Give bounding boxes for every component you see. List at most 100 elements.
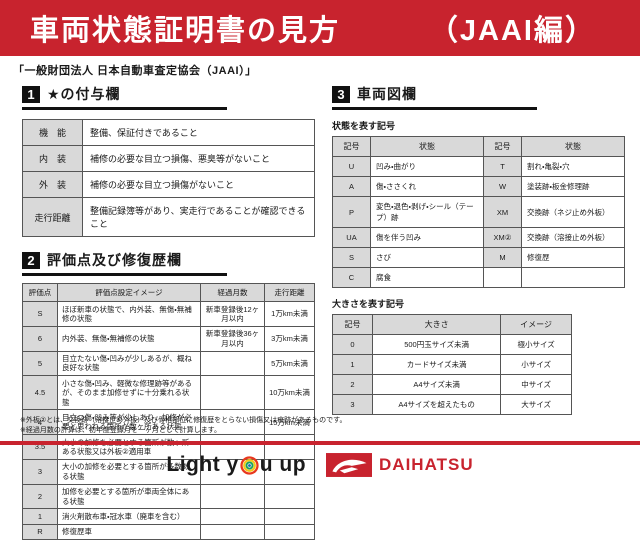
distance-cell: 1万km未満: [264, 301, 315, 327]
symbol-cell: 3: [332, 394, 373, 415]
size-cell: A4サイズ未満: [371, 374, 502, 395]
table-header-row: 記号 状態 記号 状態: [332, 136, 625, 157]
right-column: 3 車両図欄 状態を表す記号 記号 状態 記号 状態 U 凹み・曲がり T 割れ…: [332, 84, 625, 415]
distance-cell: 3万km未満: [264, 325, 315, 352]
state-cell: 交換跡（溶接止め外板）: [521, 227, 625, 248]
state-cell: [521, 267, 625, 288]
months-cell: [200, 483, 265, 510]
table-row: 0 500円玉サイズ未満 極小サイズ: [332, 334, 572, 355]
symbol-cell: T: [483, 156, 522, 177]
score-cell: 1: [22, 508, 58, 525]
table-row: P 変色・退色・剥げ・シール（テープ）跡 XM 交換跡（ネジ止め外板）: [332, 196, 625, 228]
months-cell: 新車登録後36ヶ月以内: [200, 325, 265, 352]
col-header: 状態: [521, 136, 625, 157]
section3-number-badge: 3: [332, 85, 350, 103]
section2-title: 評価点及び修復歴欄: [47, 252, 182, 268]
months-cell: [200, 350, 265, 377]
desc-cell: 小さな傷・凹み、軽微な修理跡等があるが、そのまま加修せずに十分乗れる状態: [57, 375, 201, 411]
symbol-cell: UA: [332, 227, 371, 248]
table-header-row: 記号 大きさ イメージ: [332, 314, 572, 335]
symbol-cell: M: [483, 247, 522, 268]
distance-cell: 10万km未満: [264, 375, 315, 411]
section2-number-badge: 2: [22, 251, 40, 269]
footnotes: ※外板②とは、交換跡（溶接止め外板）及び骨格部位に修復歴をとらない損傷又は痕跡が…: [20, 416, 346, 436]
state-cell: 修復歴: [521, 247, 625, 268]
title-banner: 車両状態証明書の見方 （JAAI編）: [0, 0, 640, 56]
symbol-cell: A: [332, 176, 371, 197]
col-header: 大きさ: [371, 314, 502, 335]
symbol-cell: 2: [332, 374, 373, 395]
col-header: 記号: [332, 136, 371, 157]
state-cell: 割れ・亀裂・穴: [521, 156, 625, 177]
table-row: U 凹み・曲がり T 割れ・亀裂・穴: [332, 156, 625, 177]
daihatsu-brand: DAIHATSU: [326, 452, 474, 477]
distance-cell: 5万km未満: [264, 350, 315, 377]
col-header: 評価点: [22, 283, 58, 302]
size-symbols-caption: 大きさを表す記号: [332, 299, 405, 309]
col-header: 記号: [483, 136, 522, 157]
section1-number-badge: 1: [22, 85, 40, 103]
evaluation-score-table: 評価点 評価点設定イメージ 経過月数 走行距離 S ほぼ新車の状態で、内外装、無…: [22, 283, 315, 540]
size-symbols-table: 記号 大きさ イメージ 0 500円玉サイズ未満 極小サイズ 1 カードサイズ未…: [332, 314, 572, 415]
page-title-edition: （JAAI編）: [428, 15, 596, 47]
light-you-up-o-icon: [240, 456, 259, 475]
table-row: C 腐食: [332, 267, 625, 288]
section3-title: 車両図欄: [357, 86, 417, 102]
score-cell: 4.5: [22, 375, 58, 411]
symbol-cell: 0: [332, 334, 373, 355]
size-cell: 500円玉サイズ未満: [371, 334, 502, 355]
col-header: 記号: [332, 314, 373, 335]
months-cell: [200, 523, 265, 540]
symbol-cell: S: [332, 247, 371, 268]
table-row: 1 消火剤散布車・冠水車（廃車を含む）: [22, 508, 315, 525]
state-cell: 凹み・曲がり: [370, 156, 484, 177]
symbol-cell: U: [332, 156, 371, 177]
brand-name: DAIHATSU: [379, 454, 474, 474]
symbol-cell: [483, 267, 522, 288]
state-cell: 傷を伴う凹み: [370, 227, 484, 248]
months-cell: [200, 409, 265, 436]
table-row: R 修復歴車: [22, 523, 315, 540]
table-row: 6 内外装、無傷・無補修の状態 新車登録後36ヶ月以内 3万km未満: [22, 325, 315, 352]
footer: Light y u up DAIHATSU: [0, 449, 640, 480]
criteria-desc: 整備、保証付きであること: [82, 119, 315, 146]
desc-cell: 目立たない傷・凹みが少しあるが、概ね良好な状態: [57, 350, 201, 377]
daihatsu-logo-icon: [326, 452, 373, 477]
star-criteria-table: 機 能 整備、保証付きであること 内 装 補修の必要な目立つ損傷、悪臭等がないこ…: [22, 119, 315, 237]
divider-red-line: [0, 441, 640, 445]
section1-title: ★の付与欄: [47, 86, 121, 102]
desc-cell: 内外装、無傷・無補修の状態: [57, 325, 201, 352]
footnote-line: ※外板②とは、交換跡（溶接止め外板）及び骨格部位に修復歴をとらない損傷又は痕跡が…: [20, 417, 347, 424]
criteria-desc: 補修の必要な目立つ損傷、悪臭等がないこと: [82, 145, 315, 172]
months-cell: [200, 434, 265, 460]
desc-cell: ほぼ新車の状態で、内外装、無傷・無補修の状態: [57, 301, 201, 327]
criteria-label: 走行距離: [22, 197, 83, 237]
image-cell: 中サイズ: [500, 374, 572, 395]
months-cell: 新車登録後12ヶ月以内: [200, 301, 265, 327]
state-cell: 傷・ささくれ: [370, 176, 484, 197]
table-row: 4.5 小さな傷・凹み、軽微な修理跡等があるが、そのまま加修せずに十分乗れる状態…: [22, 375, 315, 411]
image-cell: 小サイズ: [500, 354, 572, 375]
symbol-cell: XM: [483, 196, 522, 228]
size-cell: カードサイズ未満: [371, 354, 502, 375]
months-cell: [200, 375, 265, 411]
criteria-desc: 補修の必要な目立つ損傷がないこと: [82, 171, 315, 198]
light-you-up-slogan: Light y u up: [166, 453, 306, 477]
state-cell: さび: [370, 247, 484, 268]
symbol-cell: P: [332, 196, 371, 228]
image-cell: 極小サイズ: [500, 334, 572, 355]
score-cell: 6: [22, 325, 58, 352]
size-cell: A4サイズを超えたもの: [371, 394, 502, 415]
table-row: 3 A4サイズを超えたもの 大サイズ: [332, 394, 572, 415]
symbol-cell: C: [332, 267, 371, 288]
section2-header: 2 評価点及び修復歴欄: [22, 250, 227, 276]
desc-cell: 修復歴車: [57, 523, 201, 540]
organization-subtitle: 「一般財団法人 日本自動車査定協会（JAAI）」: [13, 65, 257, 77]
table-row: S さび M 修復歴: [332, 247, 625, 268]
score-cell: 5: [22, 350, 58, 377]
section1-header: 1 ★の付与欄: [22, 84, 227, 110]
criteria-label: 外 装: [22, 171, 83, 198]
table-row: 1 カードサイズ未満 小サイズ: [332, 354, 572, 375]
image-cell: 大サイズ: [500, 394, 572, 415]
table-row: 内 装 補修の必要な目立つ損傷、悪臭等がないこと: [22, 145, 315, 172]
